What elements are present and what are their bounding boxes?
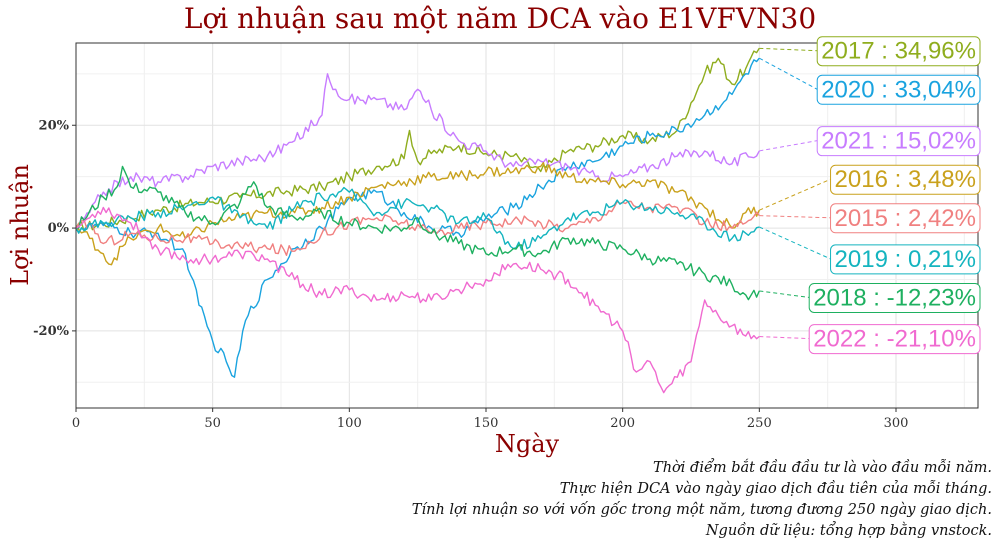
- series-labels: 2017 : 34,96% 2020 : 33,04% 2021 : 15,02% 2…: [759, 36, 981, 355]
- leader-line-2020: [759, 57, 818, 90]
- x-axis-title: Ngày: [495, 430, 560, 458]
- caption-line: Thực hiện DCA vào ngày giao dịch đầu tiê…: [559, 481, 992, 497]
- axis-ticks: 0 50 100 150 200 250 300 20% 0% -20%: [33, 118, 908, 431]
- series-line-2022: [75, 206, 760, 394]
- x-tick-label: 150: [474, 416, 499, 431]
- series-label-2018: 2018 : -12,23%: [813, 284, 976, 311]
- leader-line-2016: [759, 178, 831, 211]
- series-label-box-2017: [816, 36, 981, 67]
- x-tick-label: 50: [204, 416, 221, 431]
- caption: Thời điểm bắt đầu đầu tư là vào đầu mỗi …: [412, 458, 992, 542]
- series-line-2020: [75, 57, 760, 378]
- leader-line-2022: [759, 336, 810, 340]
- series-label-2017: 2017 : 34,96%: [821, 38, 976, 65]
- series-line-2018: [76, 165, 760, 301]
- series-line-2016: [75, 162, 760, 266]
- leader-line-2021: [759, 140, 818, 152]
- leader-line-2015: [759, 215, 831, 219]
- series-label-2021: 2021 : 15,02%: [821, 128, 976, 155]
- leader-line-2017: [759, 47, 818, 52]
- series-label-box-2020: [816, 74, 981, 105]
- caption-line: Nguồn dữ liệu: tổng hợp bằng vnstock.: [705, 523, 992, 539]
- series-label-2016: 2016 : 3,48%: [835, 166, 976, 193]
- y-tick-label: -20%: [33, 324, 69, 339]
- x-tick-label: 300: [884, 416, 909, 431]
- leader-line-2019: [759, 226, 831, 260]
- series-label-box-2022: [808, 324, 981, 355]
- x-tick-label: 200: [610, 416, 635, 431]
- chart-title: Lợi nhuận sau một năm DCA vào E1VFVN30: [183, 2, 817, 35]
- series-line-2019: [75, 186, 760, 251]
- series-label-2015: 2015 : 2,42%: [835, 205, 976, 232]
- x-tick-label: 250: [747, 416, 772, 431]
- y-axis-title: Lợi nhuận: [6, 164, 34, 286]
- leader-line-2018: [759, 290, 810, 298]
- series-label-2020: 2020 : 33,04%: [821, 76, 976, 103]
- series-line-2021: [75, 73, 760, 229]
- series-label-2022: 2022 : -21,10%: [813, 326, 976, 353]
- x-tick-label: 0: [72, 416, 80, 431]
- series-line-2015: [75, 200, 760, 256]
- y-tick-label: 0%: [48, 221, 70, 236]
- series-lines: [75, 47, 760, 394]
- caption-line: Tính lợi nhuận so với vốn gốc trong một …: [411, 502, 992, 518]
- x-tick-label: 100: [337, 416, 362, 431]
- y-tick-label: 20%: [39, 118, 70, 133]
- series-label-box-2019: [830, 244, 981, 275]
- series-label-2019: 2019 : 0,21%: [835, 246, 976, 273]
- caption-line: Thời điểm bắt đầu đầu tư là vào đầu mỗi …: [653, 460, 992, 476]
- series-label-box-2015: [830, 203, 981, 234]
- series-label-box-2018: [808, 282, 981, 313]
